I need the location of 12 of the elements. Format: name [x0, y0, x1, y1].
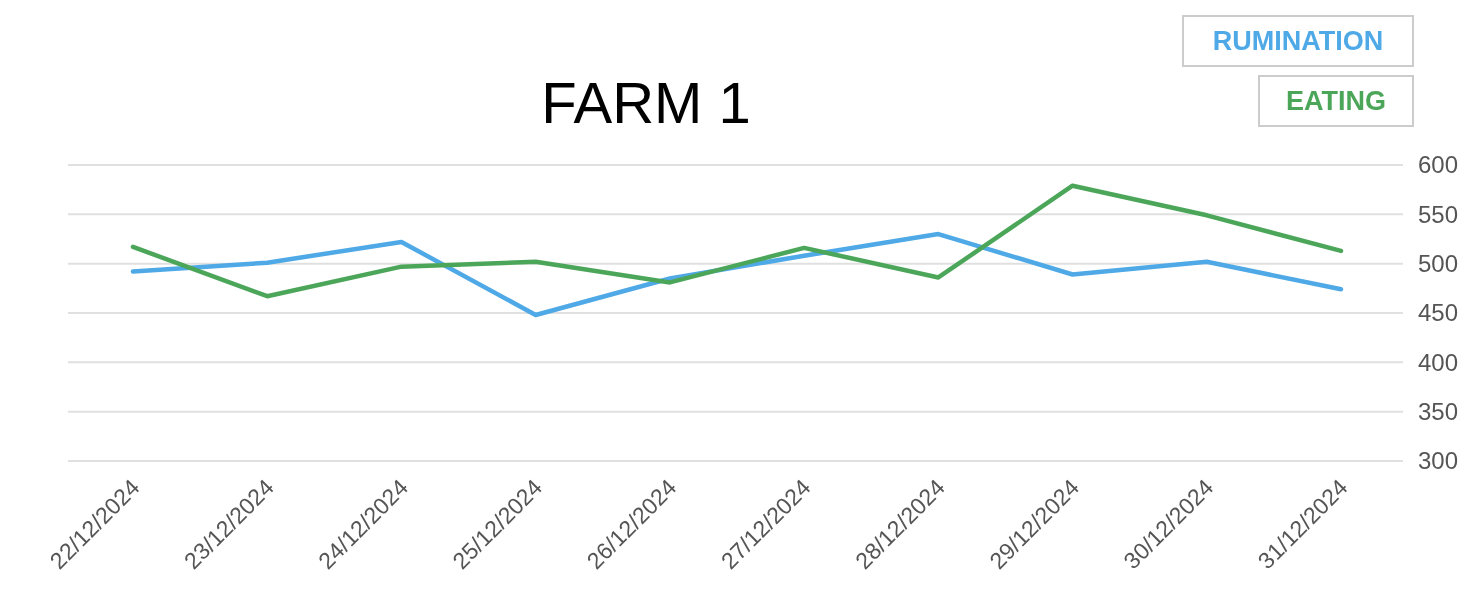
line-series — [130, 231, 1344, 318]
text: EATING — [1286, 86, 1386, 116]
y-tick-label: 500 — [1418, 250, 1459, 278]
y-tick-label: 600 — [1418, 151, 1459, 179]
line-series — [130, 183, 1344, 299]
text: RUMINATION — [1212, 26, 1384, 56]
chart-title: FARM 1 — [541, 70, 751, 135]
y-tick-label: 300 — [1418, 447, 1459, 475]
y-tick-label: 450 — [1418, 299, 1459, 327]
y-tick-label: 350 — [1418, 398, 1459, 426]
y-tick-label: 550 — [1418, 200, 1459, 228]
y-tick-label: 400 — [1418, 348, 1459, 376]
